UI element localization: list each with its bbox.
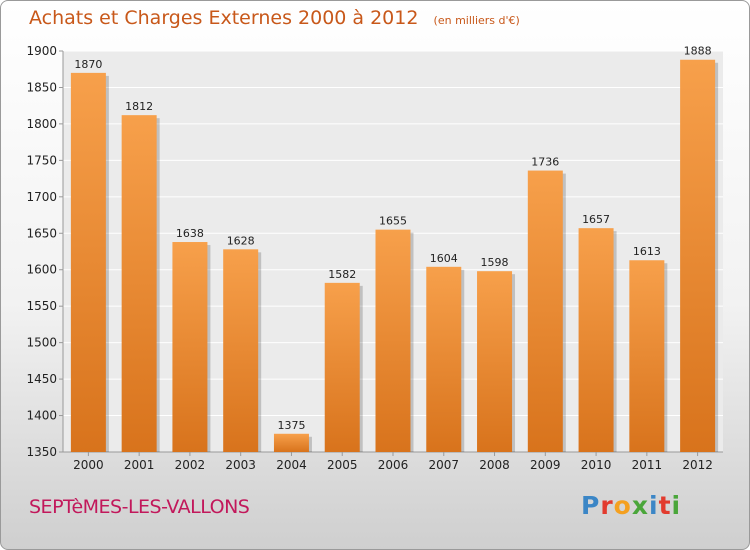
y-tick-label: 1550: [26, 299, 57, 313]
y-tick-label: 1350: [26, 445, 57, 459]
y-tick-label: 1500: [26, 336, 57, 350]
bar-value-label: 1613: [633, 245, 661, 258]
chart-title: Achats et Charges Externes 2000 à 2012: [29, 7, 419, 29]
x-tick-label: 2003: [225, 458, 256, 472]
bar: [578, 228, 614, 452]
x-tick-label: 2007: [428, 458, 459, 472]
bar: [680, 59, 716, 453]
y-tick-label: 1400: [26, 409, 57, 423]
x-tick-label: 2012: [682, 458, 713, 472]
y-tick-label: 1900: [26, 44, 57, 58]
bar-value-label: 1628: [227, 234, 255, 247]
bar-value-label: 1638: [176, 227, 204, 240]
bar: [121, 115, 157, 452]
chart-unit: (en milliers d'€): [433, 14, 520, 27]
proxiti-logo: Proxiti: [581, 491, 682, 520]
chart-title-block: Achats et Charges Externes 2000 à 2012 (…: [29, 7, 520, 29]
bar-value-label: 1870: [74, 58, 102, 71]
y-tick-label: 1600: [26, 263, 57, 277]
bar-value-label: 1812: [125, 100, 153, 113]
y-tick-label: 1700: [26, 190, 57, 204]
x-tick-label: 2001: [124, 458, 155, 472]
x-tick-label: 2005: [327, 458, 358, 472]
bar: [426, 266, 462, 452]
bar: [629, 260, 665, 452]
bar-value-label: 1736: [531, 156, 559, 169]
x-tick-label: 2002: [175, 458, 206, 472]
x-tick-label: 2004: [276, 458, 307, 472]
bar: [273, 433, 309, 452]
bar: [527, 170, 563, 452]
x-tick-label: 2011: [632, 458, 663, 472]
bar-value-label: 1655: [379, 215, 407, 228]
x-tick-label: 2006: [378, 458, 409, 472]
bar-value-label: 1598: [481, 256, 509, 269]
bar-value-label: 1657: [582, 213, 610, 226]
y-tick-label: 1450: [26, 372, 57, 386]
bar-value-label: 1375: [277, 419, 305, 432]
commune-name: SEPTèMES-LES-VALLONS: [29, 496, 250, 518]
y-tick-label: 1650: [26, 226, 57, 240]
bar-value-label: 1604: [430, 252, 458, 265]
bar: [172, 242, 208, 452]
bar: [375, 229, 411, 452]
x-tick-label: 2010: [581, 458, 612, 472]
bar: [477, 271, 513, 452]
x-tick-label: 2009: [530, 458, 561, 472]
y-tick-label: 1750: [26, 153, 57, 167]
y-tick-label: 1850: [26, 80, 57, 94]
x-tick-label: 2000: [73, 458, 104, 472]
bar: [223, 249, 259, 452]
bar-value-label: 1888: [684, 45, 712, 58]
bar-value-label: 1582: [328, 268, 356, 281]
bar: [70, 72, 106, 452]
bar: [324, 282, 360, 452]
x-tick-label: 2008: [479, 458, 510, 472]
y-tick-label: 1800: [26, 117, 57, 131]
